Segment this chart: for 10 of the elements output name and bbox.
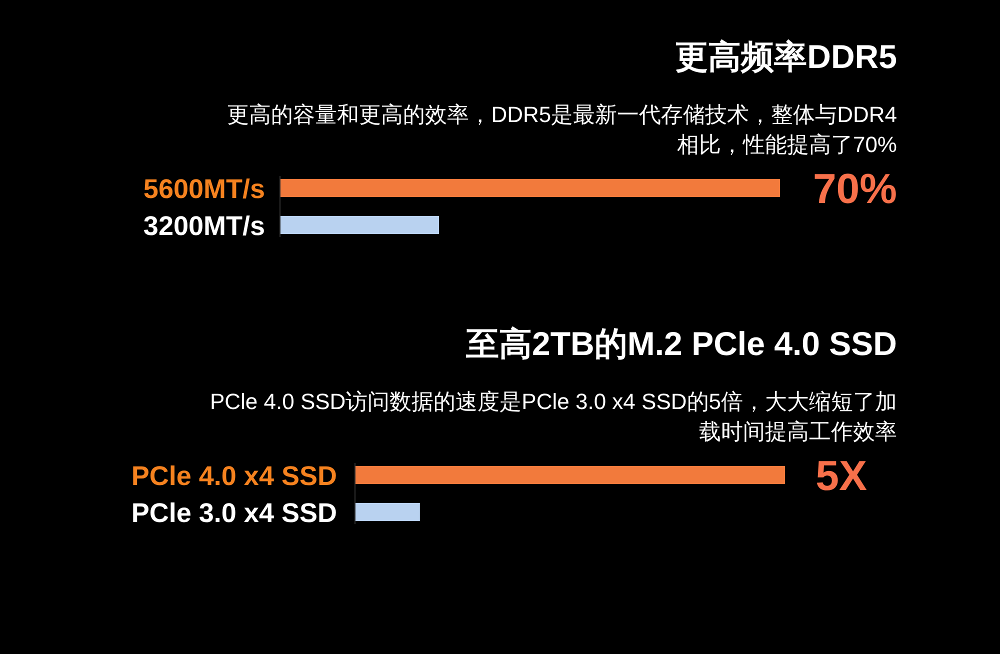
y-tick-label: PCle 3.0 x4 SSD (131, 498, 337, 528)
y-tick-label: 5600MT/s (143, 174, 265, 204)
chart-subtitle: 更高的容量和更高的效率，DDR5是最新一代存储技术，整体与DDR4相比，性能提高了70% (227, 102, 897, 157)
y-tick-label: 3200MT/s (143, 211, 265, 241)
chart-subtitle: PCle 4.0 SSD访问数据的速度是PCle 3.0 x4 SSD的5倍，大大缩短了加载时间提高工作效率 (210, 389, 897, 444)
y-tick-label: PCle 4.0 x4 SSD (131, 461, 337, 491)
chart-title: 至高2TB的M.2 PCle 4.0 SSD (465, 325, 897, 362)
chart-title: 更高频率DDR5 (675, 38, 897, 75)
text: 70% (812, 165, 897, 212)
text: 5X (816, 452, 867, 499)
